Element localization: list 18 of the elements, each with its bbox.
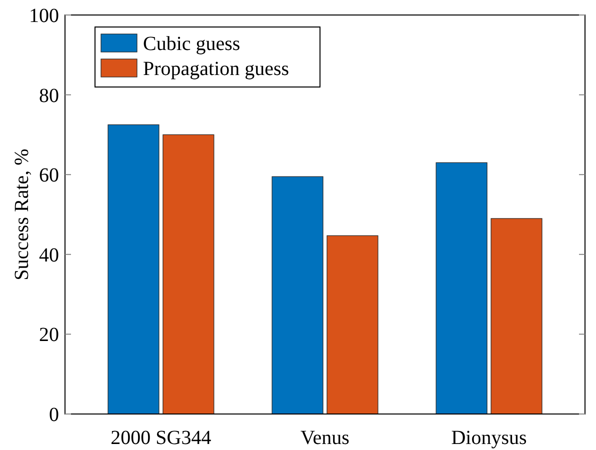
x-tick-label: Venus [300, 427, 350, 449]
bar [436, 162, 488, 414]
x-tick-label: 2000 SG344 [110, 427, 212, 449]
y-tick-label: 20 [39, 324, 59, 346]
y-tick-label: 100 [29, 5, 59, 27]
y-tick-label: 80 [39, 84, 59, 107]
legend-label: Cubic guess [143, 33, 240, 55]
x-tick-label: Dionysus [451, 427, 528, 449]
bar [272, 176, 324, 414]
bar [490, 218, 542, 414]
legend-label: Propagation guess [143, 58, 290, 80]
y-tick-label: 0 [49, 404, 59, 426]
y-tick-label: 40 [39, 244, 59, 266]
bar [108, 124, 160, 414]
bar [162, 134, 214, 414]
y-tick-label: 60 [39, 164, 59, 187]
bar [326, 235, 378, 414]
y-axis-title: Success Rate, % [11, 148, 33, 280]
